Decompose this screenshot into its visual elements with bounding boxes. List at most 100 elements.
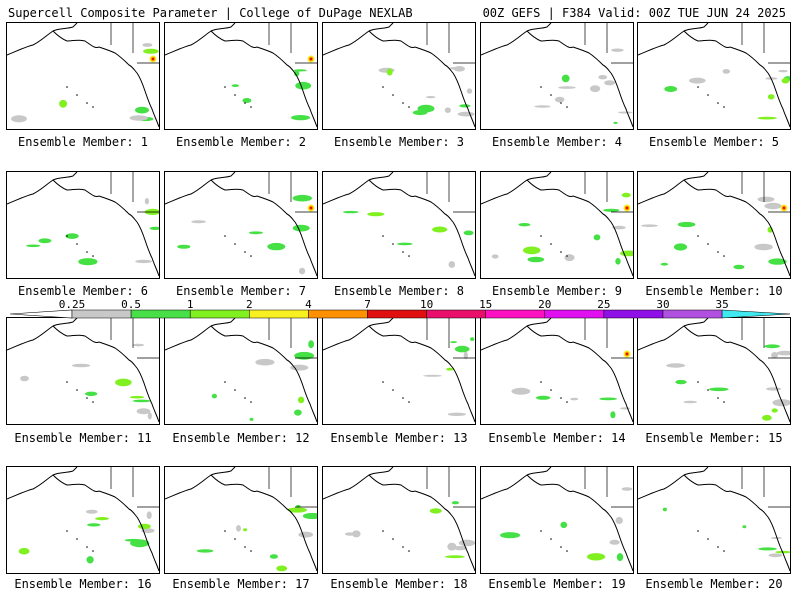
island: [560, 397, 562, 399]
scp-field-patch: [87, 523, 101, 527]
legend-tick-label: 1: [186, 298, 194, 311]
scp-field-patch: [59, 99, 68, 108]
coastline: [572, 490, 612, 518]
coastline: [165, 23, 236, 56]
island: [66, 86, 68, 88]
scp-hotspot: [309, 57, 313, 61]
scp-field-patch: [177, 244, 191, 249]
scp-field-patch: [758, 547, 777, 551]
scp-field-patch: [451, 501, 460, 505]
scp-field-patch: [781, 77, 790, 84]
scp-field-patch: [564, 254, 575, 262]
ensemble-member-label: Ensemble Member: 11: [14, 431, 152, 445]
island: [697, 530, 699, 532]
scp-field-patch: [269, 554, 278, 559]
coastline: [767, 72, 790, 128]
island: [234, 389, 236, 391]
scp-field-patch: [771, 408, 778, 413]
island: [717, 397, 719, 399]
scp-field-patch: [276, 565, 288, 572]
island: [408, 255, 410, 257]
scp-field-patch: [243, 528, 248, 532]
ensemble-member-label: Ensemble Member: 18: [330, 577, 468, 591]
legend-tick-label: 0.25: [58, 298, 86, 311]
scp-field-patch: [299, 267, 306, 275]
legend-swatch: [189, 309, 250, 319]
ensemble-map-15: [637, 317, 791, 425]
scp-field-patch: [764, 344, 780, 349]
scp-field-patch: [733, 264, 745, 270]
ensemble-map-19: [480, 466, 634, 574]
island: [224, 86, 226, 88]
scp-field-patch: [457, 111, 475, 117]
map-canvas: [323, 318, 475, 423]
scp-field-patch: [664, 86, 678, 92]
coastline: [210, 325, 258, 343]
scp-field-patch: [466, 88, 473, 94]
coastline: [452, 367, 475, 423]
scp-field-patch: [196, 549, 214, 553]
ensemble-member-label: Ensemble Member: 8: [333, 284, 465, 298]
scp-field-patch: [616, 553, 624, 562]
island: [86, 546, 88, 548]
coastline: [7, 172, 78, 205]
coastline: [210, 179, 258, 197]
scp-field-patch: [620, 250, 633, 257]
scp-field-patch: [561, 74, 570, 83]
scp-field-patch: [449, 67, 460, 70]
coastline: [323, 172, 394, 205]
run-valid-time: 00Z GEFS | F384 Valid: 00Z TUE JUN 24 20…: [482, 6, 786, 20]
ensemble-map-8: [322, 171, 476, 279]
coastline: [729, 341, 769, 369]
island: [566, 550, 568, 552]
coastline: [136, 72, 159, 128]
island: [382, 530, 384, 532]
island: [86, 251, 88, 253]
island: [540, 86, 542, 88]
scp-field-patch: [292, 194, 312, 202]
scp-field-patch: [367, 212, 385, 217]
coastline: [136, 516, 159, 572]
island: [550, 538, 552, 540]
coastline: [210, 30, 258, 48]
island: [566, 401, 568, 403]
island: [707, 243, 709, 245]
island: [250, 106, 252, 108]
coastline: [323, 318, 394, 351]
island: [66, 381, 68, 383]
scp-hotspot: [309, 206, 313, 210]
scp-field-patch: [527, 256, 545, 263]
coastline: [414, 490, 454, 518]
island: [250, 255, 252, 257]
coastline: [323, 467, 394, 500]
scp-field-patch: [429, 508, 442, 514]
ensemble-map-11: [6, 317, 160, 425]
island: [560, 251, 562, 253]
island: [550, 94, 552, 96]
scp-field-patch: [135, 106, 149, 114]
coastline: [481, 467, 552, 500]
island: [66, 235, 68, 237]
coastline: [526, 179, 574, 197]
scp-field-patch: [236, 525, 241, 532]
scp-field-patch: [294, 70, 300, 77]
scp-field-patch: [292, 224, 310, 232]
scp-field-patch: [709, 387, 729, 392]
coastline: [136, 367, 159, 423]
scp-field-patch: [534, 105, 551, 108]
scp-field-patch: [295, 81, 312, 90]
scp-field-patch: [764, 202, 782, 210]
ensemble-member-label: Ensemble Member: 3: [333, 135, 465, 149]
coastline: [683, 179, 731, 197]
coastline: [294, 221, 317, 277]
ensemble-map-2: [164, 22, 318, 130]
ensemble-map-16: [6, 466, 160, 574]
scp-field-patch: [518, 223, 531, 227]
scp-field-patch: [618, 111, 633, 114]
ensemble-map-10: [637, 171, 791, 279]
scp-field-patch: [660, 262, 669, 266]
chart-title: Supercell Composite Parameter | College …: [8, 6, 413, 20]
scp-field-patch: [255, 358, 275, 366]
scp-field-patch: [191, 220, 206, 224]
coastline: [7, 467, 78, 500]
